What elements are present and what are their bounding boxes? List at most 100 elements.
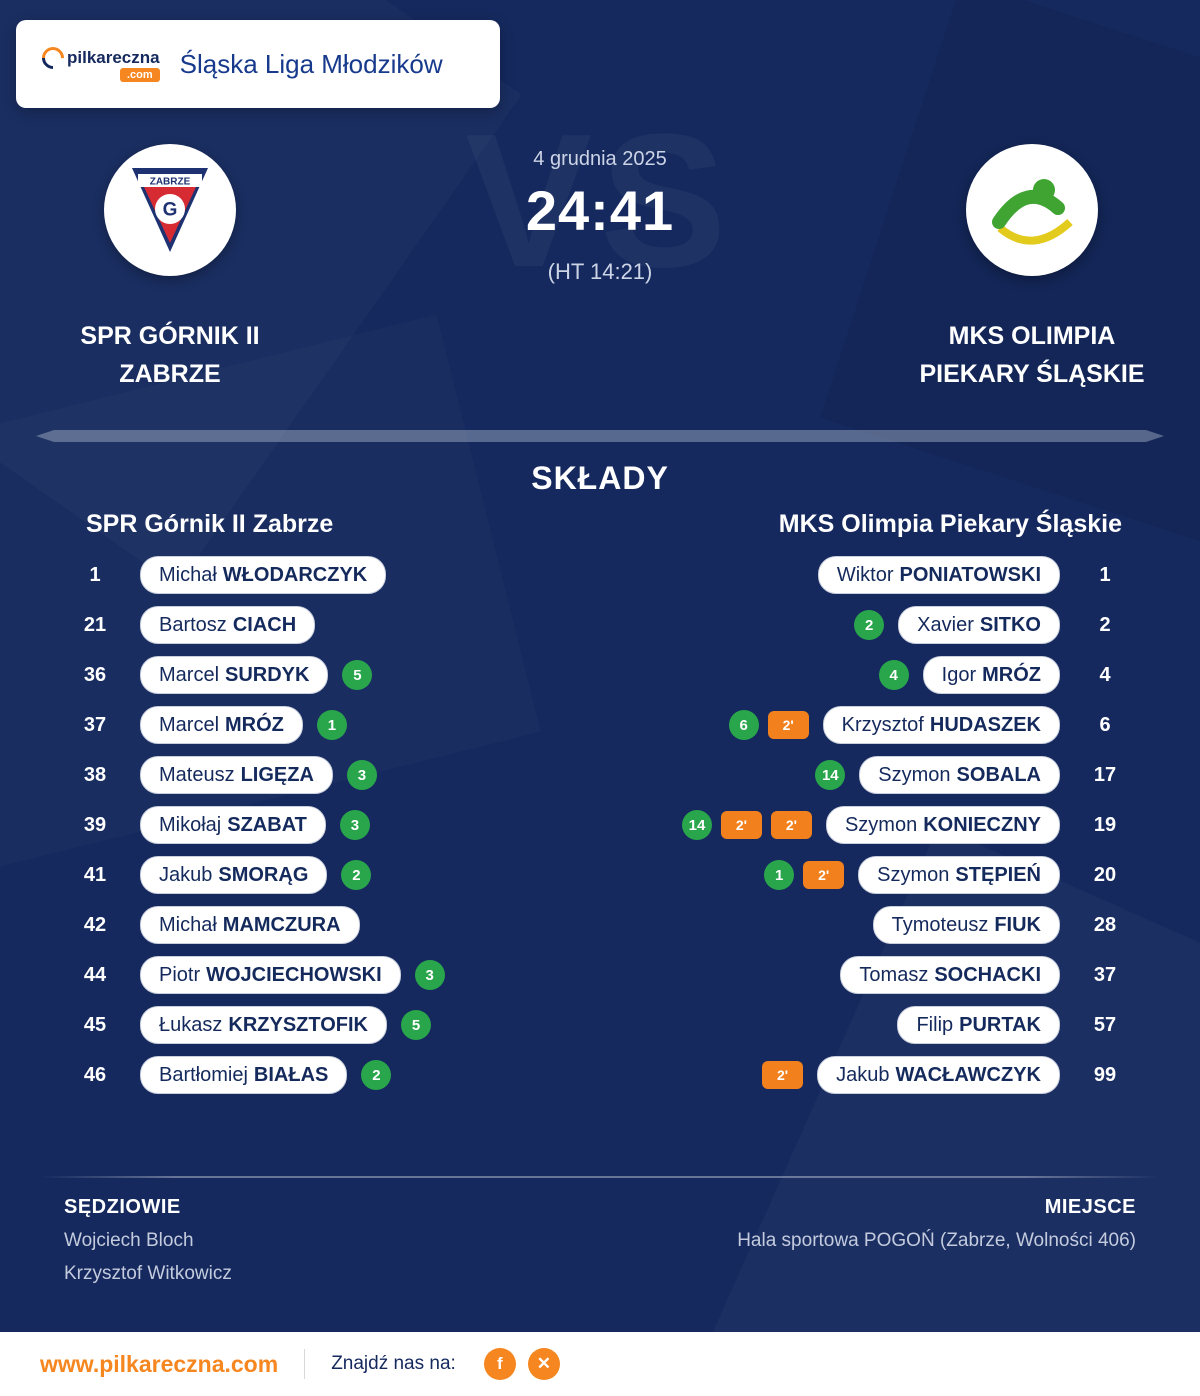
player-first-name: Szymon (877, 863, 950, 886)
facebook-icon[interactable]: f (483, 1348, 516, 1380)
footer-bar: www.pilkareczna.com Znajdź nas na: f ✕ (0, 1332, 1200, 1396)
player-number: 4 (1099, 663, 1111, 686)
player-row: 2' Jakub WACŁAWCZYK 99 (636, 1056, 1136, 1094)
player-number: 38 (83, 763, 107, 786)
goals-badge: 3 (339, 810, 370, 840)
player-name-pill: Krzysztof HUDASZEK (822, 706, 1060, 744)
player-row: 21 Bartosz CIACH (64, 606, 564, 644)
score-block: 4 grudnia 2025 24:41 (HT 14:21) (0, 148, 1200, 285)
player-number: 45 (83, 1013, 107, 1036)
goals-badge: 3 (346, 760, 377, 790)
player-name-pill: Michał MAMCZURA (140, 906, 360, 944)
player-name-pill: Tomasz SOCHACKI (840, 956, 1060, 994)
home-team-name-line2: ZABRZE (119, 359, 221, 388)
goals-badge: 2 (341, 860, 372, 890)
player-last-name: WACŁAWCZYK (895, 1063, 1041, 1086)
match-details: SĘDZIOWIE Wojciech Bloch Krzysztof Witko… (64, 1196, 1136, 1285)
pilkareczna-logo: pilkareczna .com (37, 41, 160, 82)
player-first-name: Tymoteusz (891, 913, 989, 936)
goals-badge: 1 (764, 860, 795, 890)
away-crest (966, 144, 1098, 276)
crest-text: ZABRZE (150, 177, 191, 188)
player-first-name: Marcel (159, 663, 220, 686)
goals-badge: 4 (878, 660, 909, 690)
player-badges: 3 (414, 960, 445, 990)
player-row: 6 2' Krzysztof HUDASZEK 6 (636, 706, 1136, 744)
player-badges: 1 2' (764, 860, 845, 890)
referees-label: SĘDZIOWIE (64, 1196, 181, 1218)
player-row: 1 2' Szymon STĘPIEŃ 20 (636, 856, 1136, 894)
player-number: 21 (83, 613, 107, 636)
player-row: 1 Michał WŁODARCZYK (64, 556, 564, 594)
goals-badge: 14 (815, 760, 846, 790)
player-number: 46 (83, 1063, 107, 1086)
player-last-name: MAMCZURA (222, 913, 341, 936)
player-last-name: SOCHACKI (934, 963, 1041, 986)
player-number: 41 (83, 863, 107, 886)
logo-swoosh-icon (37, 41, 69, 74)
player-row: 44 Piotr WOJCIECHOWSKI 3 (64, 956, 564, 994)
player-row: 2 Xavier SITKO 2 (636, 606, 1136, 644)
player-first-name: Xavier (917, 613, 974, 636)
player-number: 20 (1093, 863, 1117, 886)
header-card: pilkareczna .com Śląska Liga Młodzików (16, 20, 500, 108)
player-first-name: Jakub (836, 1063, 890, 1086)
player-row: 42 Michał MAMCZURA (64, 906, 564, 944)
player-number: 36 (83, 663, 107, 686)
footer-divider (304, 1349, 306, 1379)
player-last-name: WŁODARCZYK (222, 563, 368, 586)
suspension-badge: 2' (767, 711, 809, 739)
home-team-name: SPR GÓRNIK II ZABRZE (0, 318, 350, 393)
x-icon[interactable]: ✕ (527, 1348, 560, 1380)
logo-text: pilkareczna (67, 47, 160, 67)
suspension-badge: 2' (762, 1061, 804, 1089)
suspension-badge: 2' (720, 811, 762, 839)
player-badges: 1 (316, 710, 347, 740)
player-name-pill: Mateusz LIGĘZA (140, 756, 333, 794)
player-name-pill: Łukasz KRZYSZTOFIK (140, 1006, 388, 1044)
player-name-pill: Bartłomiej BIAŁAS (140, 1056, 348, 1094)
league-title: Śląska Liga Młodzików (179, 48, 443, 79)
player-number: 37 (1093, 963, 1117, 986)
player-last-name: BIAŁAS (253, 1063, 329, 1086)
player-last-name: KRZYSZTOFIK (228, 1013, 369, 1036)
social-links: f ✕ (483, 1348, 560, 1380)
player-badges: 2 (854, 610, 885, 640)
player-first-name: Mikołaj (159, 813, 222, 836)
player-first-name: Igor (941, 663, 977, 686)
player-number: 42 (83, 913, 107, 936)
player-badges: 14 2' 2' (681, 810, 812, 840)
olimpia-crest-icon (992, 179, 1073, 245)
find-us-label: Znajdź nas na: (331, 1353, 456, 1374)
referees-block: SĘDZIOWIE Wojciech Bloch Krzysztof Witko… (64, 1196, 232, 1285)
player-first-name: Wiktor (836, 563, 894, 586)
venue-name: Hala sportowa POGOŃ (Zabrze, Wolności 40… (737, 1230, 1136, 1251)
player-name-pill: Michał WŁODARCZYK (140, 556, 387, 594)
player-first-name: Tomasz (859, 963, 929, 986)
player-name-pill: Jakub SMORĄG (140, 856, 328, 894)
player-first-name: Szymon (878, 763, 951, 786)
player-last-name: CIACH (232, 613, 297, 636)
player-first-name: Krzysztof (841, 713, 924, 736)
player-first-name: Michał (159, 913, 217, 936)
player-first-name: Mateusz (159, 763, 235, 786)
venue-block: MIEJSCE Hala sportowa POGOŃ (Zabrze, Wol… (737, 1196, 1136, 1285)
vs-watermark: VS (0, 92, 1200, 310)
goals-badge: 3 (414, 960, 445, 990)
player-row: 45 Łukasz KRZYSZTOFIK 5 (64, 1006, 564, 1044)
player-first-name: Jakub (159, 863, 213, 886)
suspension-badge: 2' (770, 811, 812, 839)
player-name-pill: Jakub WACŁAWCZYK (817, 1056, 1060, 1094)
gornik-crest-icon: ZABRZE G (132, 168, 208, 252)
suspension-badge: 2' (803, 861, 845, 889)
halftime-score: (HT 14:21) (547, 259, 653, 285)
player-badges: 5 (342, 660, 373, 690)
goals-badge: 5 (401, 1010, 432, 1040)
player-last-name: HUDASZEK (929, 713, 1041, 736)
player-badges: 3 (346, 760, 377, 790)
player-number: 99 (1093, 1063, 1117, 1086)
player-last-name: MRÓZ (225, 713, 284, 736)
referee-name: Krzysztof Witkowicz (64, 1263, 232, 1284)
website-link[interactable]: www.pilkareczna.com (40, 1350, 279, 1377)
